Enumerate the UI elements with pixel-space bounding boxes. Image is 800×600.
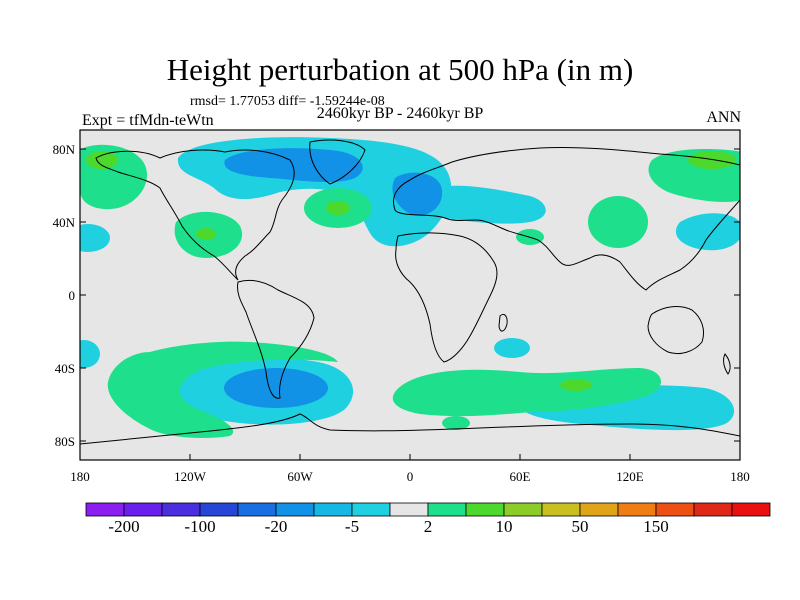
- pos-anomaly-core-mid-atlantic: [326, 201, 350, 215]
- pos-anomaly-core-north-america: [196, 228, 216, 240]
- colorbar-box: [275, 502, 315, 517]
- pos-anomaly-core-north-pacific: [86, 151, 118, 169]
- colorbar-label: 2: [424, 517, 433, 536]
- x-tick-labels: 180 120W 60W 0 60E 120E 180: [70, 469, 750, 484]
- colorbar-box: [503, 502, 543, 517]
- anomaly-fields: [80, 137, 740, 438]
- colorbar-labels: -200 -100 -20 -5 2 10 50 150: [108, 517, 668, 536]
- pos-anomaly-core-siberia: [688, 151, 736, 169]
- y-tick-labels: 80N 40N 0 40S 80S: [53, 142, 76, 449]
- neg-anomaly-dateline-north: [80, 224, 110, 252]
- y-tick-label: 80S: [55, 434, 75, 449]
- colorbar-box: [427, 502, 467, 517]
- pos-anomaly-south-atlantic-small: [442, 416, 470, 430]
- colorbar-box: [161, 502, 201, 517]
- coastline-australia: [647, 306, 705, 355]
- y-tick-label: 40S: [55, 361, 75, 376]
- colorbar-label: -20: [265, 517, 288, 536]
- coastlines: [80, 139, 740, 445]
- neg-anomaly-dateline-south: [80, 340, 100, 368]
- colorbar-box: [313, 502, 353, 517]
- colorbar-box: [351, 502, 391, 517]
- x-tick-label: 180: [70, 469, 90, 484]
- colorbar-box: [617, 502, 657, 517]
- coastline-greenland: [309, 139, 366, 185]
- neg-anomaly-core-north-atlantic: [224, 148, 363, 183]
- coastline-south-america: [237, 279, 315, 399]
- colorbar-box: [731, 502, 771, 517]
- neg-anomaly-europe: [425, 185, 546, 224]
- neg-anomaly-west-pacific: [675, 213, 740, 251]
- colorbar-box: [579, 502, 619, 517]
- rmsd-diff-stats: rmsd= 1.77053 diff= -1.59244e-08: [190, 94, 385, 109]
- x-tick-label: 60W: [287, 469, 313, 484]
- pos-anomaly-core-indian: [560, 379, 592, 391]
- colorbar-label: -100: [184, 517, 215, 536]
- x-tick-label: 180: [730, 469, 750, 484]
- colorbar-box: [693, 502, 733, 517]
- colorbar-box: [465, 502, 505, 517]
- chart-title: Height perturbation at 500 hPa (in m): [166, 52, 634, 87]
- y-tick-label: 0: [69, 288, 76, 303]
- colorbar-box: [199, 502, 239, 517]
- colorbar-box: [237, 502, 277, 517]
- colorbar-box: [655, 502, 695, 517]
- coastline-madagascar: [498, 313, 508, 332]
- colorbar-label: 150: [643, 517, 669, 536]
- coastline-africa: [395, 232, 498, 363]
- x-tick-label: 60E: [510, 469, 531, 484]
- neg-anomaly-core-south-pacific: [224, 368, 328, 408]
- colorbar-label: -200: [108, 517, 139, 536]
- colorbar-label: 50: [572, 517, 589, 536]
- pos-anomaly-southern-ocean: [392, 368, 661, 417]
- coastline-new-zealand: [723, 353, 731, 375]
- colorbar-label: -5: [345, 517, 359, 536]
- pos-anomaly-asia: [588, 196, 648, 248]
- y-tick-label: 80N: [53, 142, 76, 157]
- colorbar-box: [123, 502, 163, 517]
- axis-ticks: [80, 148, 740, 460]
- coastline-europe-asia: [393, 146, 740, 291]
- colorbar-box: [389, 502, 429, 517]
- pos-anomaly-south-pacific-ring: [107, 341, 338, 438]
- x-tick-label: 0: [407, 469, 414, 484]
- colorbar: [85, 502, 771, 517]
- x-tick-label: 120W: [174, 469, 207, 484]
- period-label: 2460kyr BP - 2460kyr BP: [316, 105, 484, 122]
- colorbar-box: [541, 502, 581, 517]
- experiment-label: Expt = tfMdn-teWtn: [82, 112, 214, 129]
- coastline-antarctica: [80, 413, 740, 445]
- y-tick-label: 40N: [53, 215, 76, 230]
- colorbar-box: [85, 502, 125, 517]
- x-tick-label: 120E: [616, 469, 644, 484]
- coastline-north-america: [95, 149, 295, 281]
- season-label: ANN: [706, 109, 741, 126]
- colorbar-label: 10: [496, 517, 513, 536]
- neg-anomaly-south-atlantic: [494, 338, 530, 358]
